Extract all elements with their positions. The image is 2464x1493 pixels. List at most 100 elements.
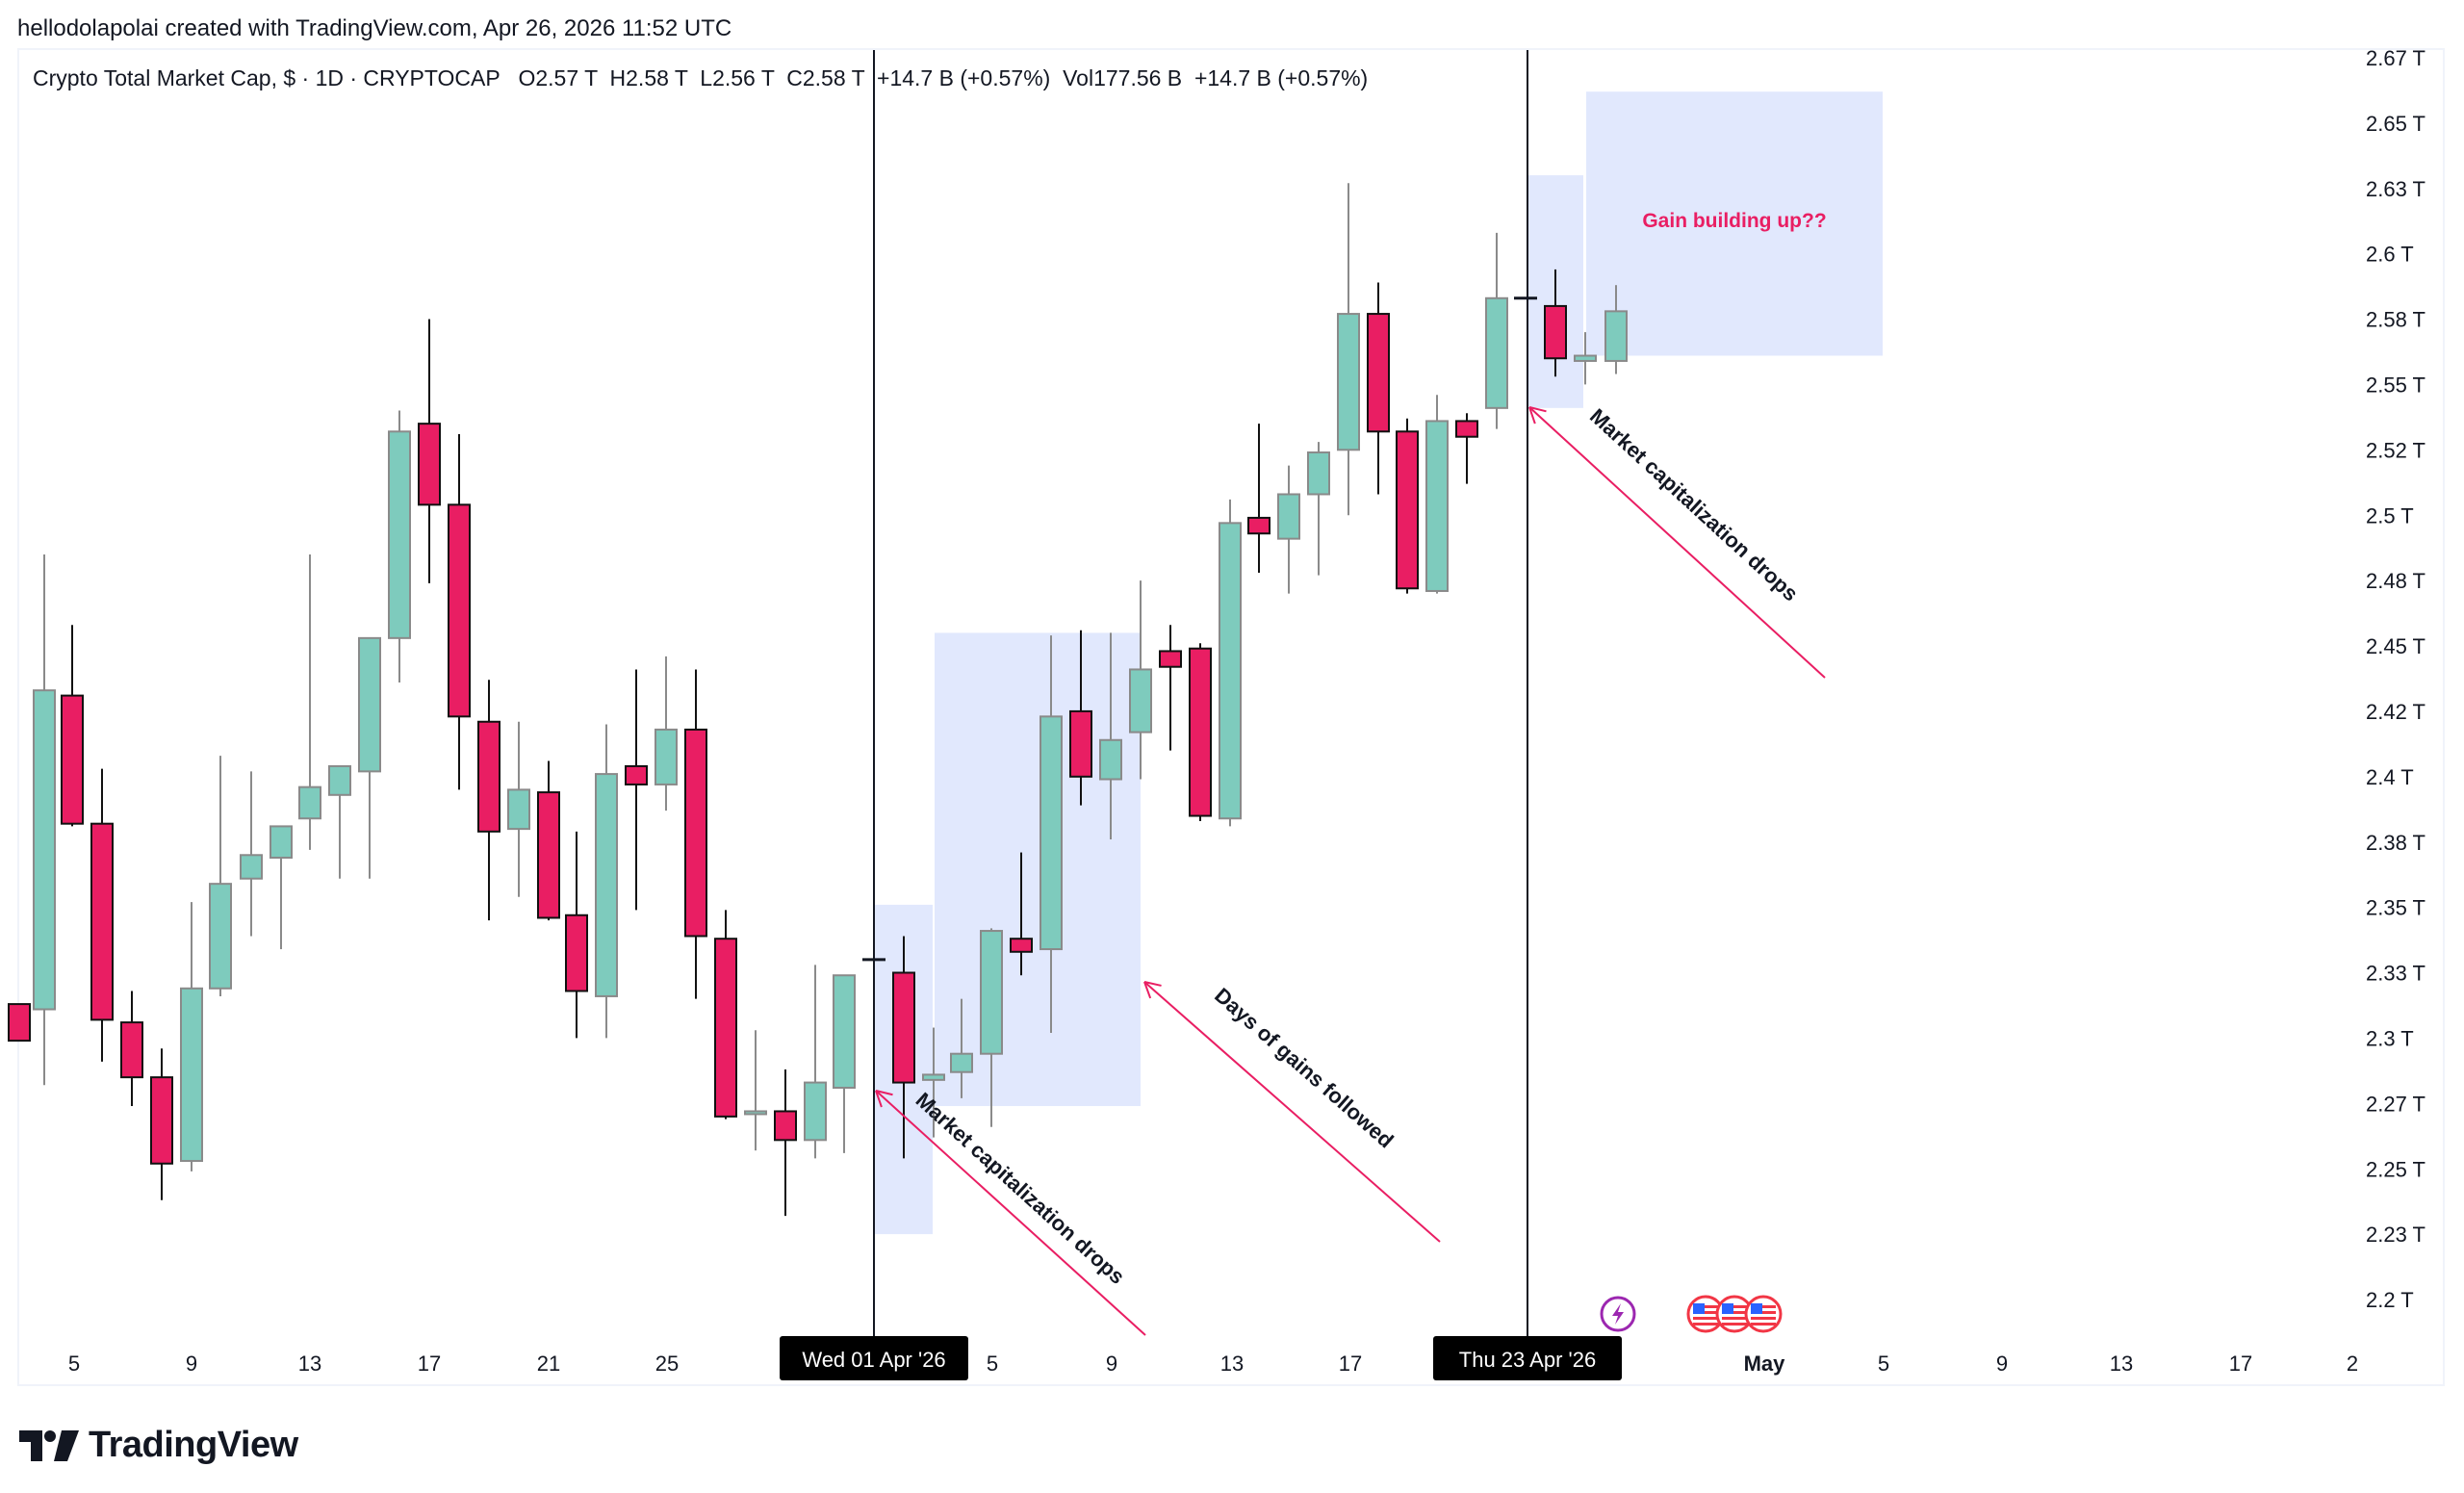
- candle-body: [1010, 938, 1033, 953]
- highlight-box[interactable]: [1586, 91, 1883, 356]
- lightning-bolt: [1612, 1303, 1624, 1325]
- arrow-annotation[interactable]: Days of gains followed: [1143, 981, 1441, 1243]
- candle-body: [328, 764, 351, 796]
- price-markers: [862, 296, 1537, 962]
- candle-body: [625, 764, 648, 785]
- candle-body: [804, 1081, 827, 1142]
- candle-up: [209, 756, 232, 996]
- symbol-legend: Crypto Total Market Cap, $ · 1D · CRYPTO…: [33, 65, 1368, 91]
- crosshair-date-badge: [1433, 1336, 1622, 1380]
- candle-body: [33, 689, 56, 1011]
- price-tick-label: 2.65 T: [2366, 112, 2426, 136]
- candle-up: [1277, 465, 1300, 594]
- arrow-line[interactable]: [1528, 406, 1826, 679]
- candle-up: [980, 928, 1003, 1127]
- candle-down: [8, 1003, 31, 1043]
- symbol-title[interactable]: Crypto Total Market Cap, $ · 1D · CRYPTO…: [33, 65, 500, 90]
- candle-down: [1069, 630, 1092, 806]
- candle-up: [744, 1030, 767, 1151]
- highlight-boxes[interactable]: [874, 91, 1883, 1235]
- price-tick-label: 2.6 T: [2366, 243, 2414, 267]
- candle-body: [1544, 304, 1567, 360]
- time-axis[interactable]: 5 9 13 17 21 25 5 9 13 17 May 5 9 13 17 2 Wed 01 Apr '26…: [68, 1336, 2358, 1380]
- candle-body: [980, 930, 1003, 1055]
- candle-up: [595, 724, 618, 1039]
- arrow-annotation[interactable]: Market capitalization drops: [1528, 403, 1826, 679]
- candle-up: [654, 656, 678, 811]
- event-icons[interactable]: [1600, 1295, 1783, 1333]
- candle-body: [1574, 354, 1597, 362]
- candles: [8, 183, 1628, 1217]
- candle-body: [537, 791, 560, 919]
- flag-stripe: [1693, 1323, 1718, 1326]
- candle-body: [477, 720, 500, 833]
- candle-down: [120, 991, 143, 1107]
- candle-body: [298, 785, 321, 820]
- annotation-label: Market capitalization drops: [1585, 403, 1803, 605]
- candle-body: [120, 1021, 143, 1079]
- time-tick-label: 17: [1339, 1351, 1362, 1376]
- candle-body: [388, 430, 411, 639]
- candle-body: [507, 788, 530, 831]
- time-tick-label: 17: [418, 1351, 441, 1376]
- candle-body: [180, 987, 203, 1163]
- arrow-line[interactable]: [875, 1090, 1146, 1336]
- candle-body: [1159, 650, 1182, 668]
- candle-body: [90, 822, 114, 1021]
- candle-down: [150, 1048, 173, 1200]
- us-flag-icon[interactable]: [1686, 1295, 1725, 1333]
- arrow-head: [875, 1090, 893, 1096]
- candle-up: [33, 553, 56, 1086]
- candle-down: [625, 669, 648, 911]
- candle-body: [270, 825, 293, 859]
- note-gain-building-up[interactable]: Gain building up??: [1642, 210, 1826, 232]
- candle-up: [950, 998, 973, 1098]
- candle-down: [448, 434, 471, 790]
- time-tick-label: May: [1744, 1351, 1786, 1376]
- time-tick-label: 21: [537, 1351, 560, 1376]
- candle-up: [1219, 499, 1242, 827]
- arrow-head: [1143, 981, 1152, 999]
- time-tick-label: 9: [1106, 1351, 1117, 1376]
- candle-down: [565, 831, 588, 1039]
- candle-down: [1367, 282, 1390, 495]
- candle-down: [1544, 269, 1567, 377]
- candle-body: [1425, 420, 1449, 592]
- candle-down: [684, 669, 707, 999]
- candle-down: [61, 625, 84, 827]
- us-flag-icon[interactable]: [1744, 1295, 1783, 1333]
- candle-body: [654, 728, 678, 785]
- price-tick-label: 2.48 T: [2366, 569, 2426, 593]
- candle-down: [714, 910, 737, 1120]
- arrow-line[interactable]: [1143, 981, 1441, 1243]
- crosshair-date-badge: [780, 1336, 968, 1380]
- tradingview-logo[interactable]: TradingView: [19, 1425, 298, 1466]
- lightning-icon[interactable]: [1600, 1296, 1636, 1332]
- flag-stripe: [1693, 1305, 1718, 1308]
- candle-body: [595, 773, 618, 997]
- chart-frame: [17, 48, 2445, 1386]
- candle-body: [833, 974, 856, 1090]
- annotation-label: Market capitalization drops: [911, 1088, 1130, 1289]
- flag-stripe: [1693, 1311, 1718, 1314]
- candle-up: [328, 764, 351, 879]
- flag-stripe: [1722, 1323, 1747, 1326]
- us-flag-icon[interactable]: [1715, 1295, 1754, 1333]
- candle-up: [1425, 395, 1449, 594]
- price-tick-label: 2.52 T: [2366, 438, 2426, 462]
- tradingview-logo-icon: [19, 1429, 79, 1461]
- candle-up: [507, 721, 530, 897]
- price-tick-label: 2.27 T: [2366, 1092, 2426, 1116]
- candle-body: [1485, 296, 1508, 409]
- candle-up: [180, 902, 203, 1171]
- highlight-box[interactable]: [935, 632, 1141, 1107]
- flag-canton: [1722, 1303, 1733, 1314]
- candle-body: [1277, 493, 1300, 540]
- arrow-head: [1143, 981, 1162, 987]
- price-tick-label: 2.23 T: [2366, 1223, 2426, 1247]
- flag-stripe: [1722, 1311, 1747, 1314]
- time-tick-label: 5: [1878, 1351, 1889, 1376]
- candle-down: [1247, 424, 1270, 573]
- price-axis[interactable]: 2.67 T 2.65 T 2.63 T 2.6 T 2.58 T 2.55 T 2.52 …: [2366, 46, 2426, 1312]
